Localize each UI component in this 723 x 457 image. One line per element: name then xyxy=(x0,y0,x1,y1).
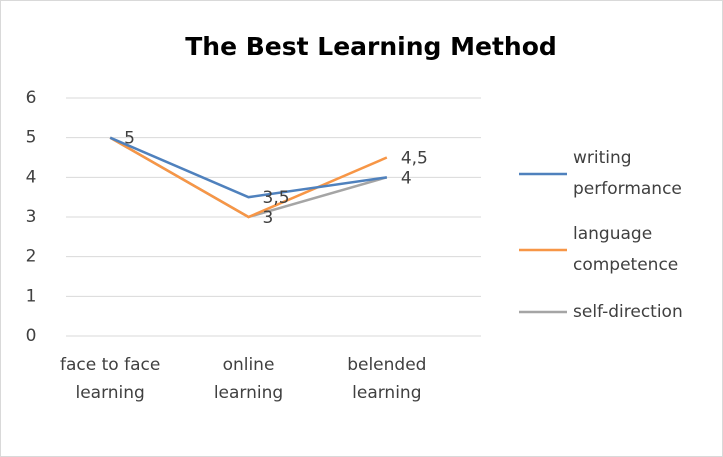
y-tick-label: 5 xyxy=(26,128,37,148)
legend-label: self-direction xyxy=(573,301,683,322)
chart-title: The Best Learning Method xyxy=(185,32,557,61)
series-line xyxy=(109,136,388,219)
x-tick-label: face to face learning xyxy=(60,355,161,403)
data-label: 5 xyxy=(124,129,135,149)
x-tick-label: belended learning xyxy=(347,355,427,403)
y-tick-label: 4 xyxy=(26,167,37,187)
y-tick-label: 2 xyxy=(26,247,37,267)
legend-label: writing performance xyxy=(573,148,682,199)
y-tick-label: 6 xyxy=(26,88,37,108)
series-line xyxy=(109,136,388,199)
data-label: 3,5 xyxy=(263,188,290,208)
y-tick-label: 3 xyxy=(26,207,37,227)
data-label: 4 xyxy=(401,168,412,188)
legend-label: language competence xyxy=(573,224,679,275)
x-tick-label: online learning xyxy=(213,355,284,403)
y-tick-label: 1 xyxy=(26,286,37,306)
data-label: 4,5 xyxy=(401,149,428,169)
y-tick-label: 0 xyxy=(26,326,37,346)
data-label: 3 xyxy=(263,208,274,228)
